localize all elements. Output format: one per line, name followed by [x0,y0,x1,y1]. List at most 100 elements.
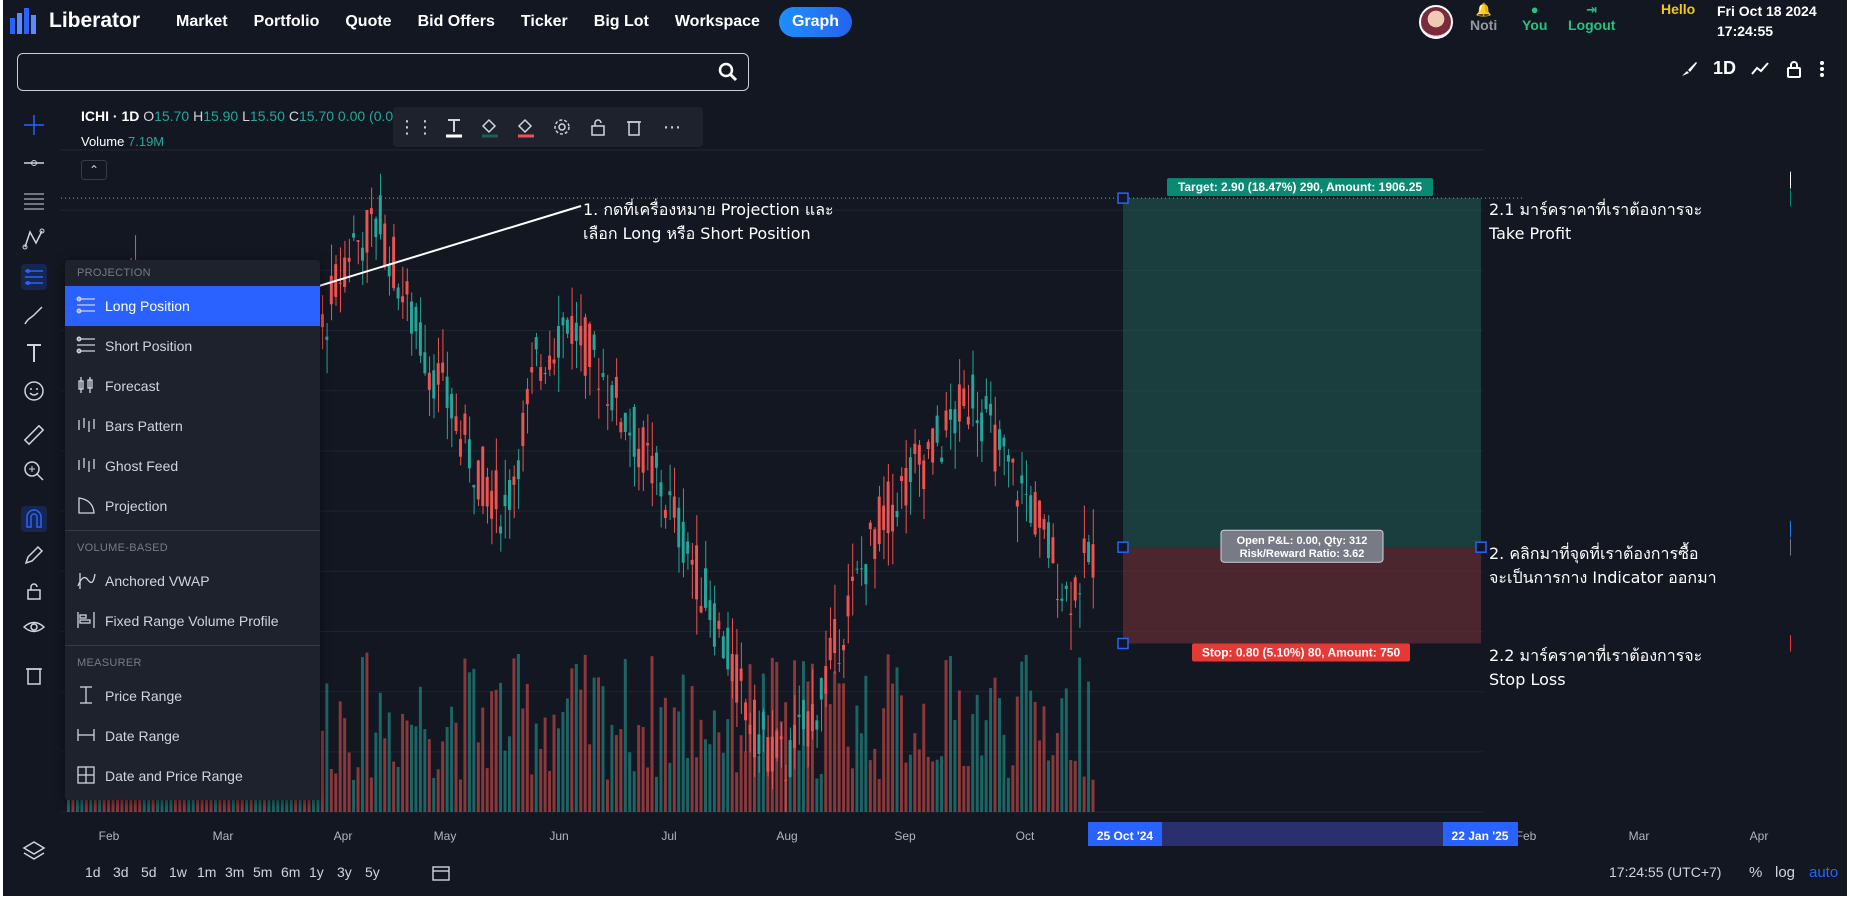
nav-bid-offers[interactable]: Bid Offers [417,13,495,30]
emoji-icon[interactable] [21,378,47,404]
pnl-box [1220,529,1384,563]
more-horizontal-icon[interactable]: ⋯ [663,116,681,137]
time-end-tag-box [1443,822,1518,846]
price-chart[interactable]: Target: 2.90 (18.47%) 290, Amount: 1906.… [61,100,1791,852]
interval-button[interactable]: 1D [1713,58,1737,78]
volume-bar [472,668,476,812]
logout-button[interactable]: ⇥ Logout [1568,3,1615,34]
nav-market[interactable]: Market [176,13,228,30]
menu-item-ghost-feed[interactable]: Ghost Feed [65,446,320,486]
crosshair-icon[interactable] [21,112,47,138]
menu-item-fixed-range-volume-profile[interactable]: Fixed Range Volume Profile [65,601,320,641]
volume-bar [374,732,378,812]
projection-icon[interactable] [21,264,47,290]
menu-item-date-and-price-range[interactable]: Date and Price Range [65,756,320,796]
menu-item-anchored-vwap[interactable]: Anchored VWAP [65,561,320,601]
settings-gear-icon[interactable] [551,116,573,138]
candle-body [953,409,957,434]
volume-bar [637,725,641,812]
candle-body [454,416,458,432]
brand[interactable]: Liberator [9,6,140,36]
chart-pane[interactable]: Target: 2.90 (18.47%) 290, Amount: 1906.… [61,100,1791,846]
menu-item-bars-pattern[interactable]: Bars Pattern [65,406,320,446]
volume-bar [557,728,560,812]
menu-item-short-position[interactable]: Short Position [65,326,320,366]
fill-red-icon[interactable] [515,116,537,138]
fib-lines-icon[interactable] [21,188,47,214]
text-color-icon[interactable] [443,116,465,138]
nav-workspace[interactable]: Workspace [674,13,760,30]
auto-toggle[interactable]: auto [1809,864,1839,881]
nav-big-lot[interactable]: Big Lot [593,13,649,30]
trend-line-icon[interactable] [21,150,47,176]
you-button[interactable]: ● You [1522,3,1547,34]
search-icon[interactable] [718,62,738,82]
chart-type-icon[interactable] [1750,59,1770,79]
brush-tool-icon[interactable] [21,302,47,328]
candle-body [655,452,658,468]
candle-body [663,509,667,519]
volume-bar [592,677,596,812]
range-1m[interactable]: 1m [197,864,217,880]
pencil-lock-icon[interactable] [21,542,47,568]
timezone-label[interactable]: 17:24:55 (UTC+7) [1609,864,1722,880]
search-input[interactable] [18,54,698,88]
range-1w[interactable]: 1w [169,864,187,880]
eye-icon[interactable] [21,614,47,640]
collapse-legend-button[interactable]: ⌃ [81,160,107,180]
noti-button[interactable]: 🔔 Noti [1470,3,1497,34]
lock-drawings-icon[interactable] [21,578,47,604]
calendar-icon[interactable] [431,864,451,885]
menu-item-forecast[interactable]: Forecast [65,366,320,406]
menu-item-projection[interactable]: Projection [65,486,320,526]
time-tick-label: Jul [661,829,676,843]
range-3d[interactable]: 3d [113,864,129,880]
nav-portfolio[interactable]: Portfolio [253,13,320,30]
range-3y[interactable]: 3y [337,864,352,880]
nav-ticker[interactable]: Ticker [520,13,568,30]
pattern-icon[interactable] [21,226,47,252]
volume-bar [797,750,801,812]
layers-icon[interactable] [21,838,47,864]
target-price-tag-box [1790,189,1791,207]
volume-bar [481,707,485,812]
fill-green-icon[interactable] [479,116,501,138]
more-vertical-icon[interactable] [1818,59,1826,79]
volume-bar [655,776,658,812]
ruler-icon[interactable] [21,422,47,448]
target-zone [1123,198,1481,548]
menu-item-date-range[interactable]: Date Range [65,716,320,756]
volume-bar [525,683,529,812]
candle-body [347,257,351,262]
volume-bar [614,735,618,812]
lock-icon[interactable] [1784,59,1804,79]
brush-icon[interactable] [1679,59,1699,79]
delete-drawing-icon[interactable] [623,116,645,138]
drag-handle-icon[interactable]: ⋮⋮ [398,116,434,137]
range-5m[interactable]: 5m [253,864,273,880]
menu-item-long-position[interactable]: Long Position [65,286,320,326]
range-6m[interactable]: 6m [281,864,301,880]
range-5y[interactable]: 5y [365,864,380,880]
zoom-in-icon[interactable] [21,458,47,484]
range-5d[interactable]: 5d [141,864,157,880]
volume-bar [1091,779,1095,812]
candle-body [1060,598,1064,601]
menu-item-price-range[interactable]: Price Range [65,676,320,716]
text-tool-icon[interactable] [21,340,47,366]
nav-graph[interactable]: Graph [778,7,853,37]
unlock-icon[interactable] [587,116,609,138]
log-toggle[interactable]: log [1775,864,1796,881]
volume-bar [989,688,993,812]
volume-bar [828,704,832,812]
nav-quote[interactable]: Quote [345,13,392,30]
percent-toggle[interactable]: % [1749,864,1763,881]
trash-icon[interactable] [21,662,47,688]
range-1d[interactable]: 1d [85,864,101,880]
magnet-icon[interactable] [21,506,47,532]
candle-body [908,457,912,483]
candle-body [913,443,917,454]
range-1y[interactable]: 1y [309,864,324,880]
range-3m[interactable]: 3m [225,864,245,880]
avatar[interactable] [1419,5,1453,39]
